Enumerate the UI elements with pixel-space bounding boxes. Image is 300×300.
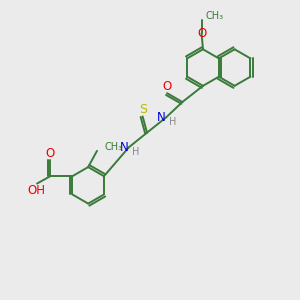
Text: O: O	[163, 80, 172, 93]
Text: OH: OH	[27, 184, 45, 196]
Text: H: H	[169, 117, 176, 127]
Text: H: H	[132, 147, 139, 157]
Text: N: N	[119, 141, 128, 154]
Text: S: S	[139, 103, 147, 116]
Text: N: N	[157, 111, 166, 124]
Text: O: O	[46, 147, 55, 160]
Text: CH₃: CH₃	[206, 11, 224, 21]
Text: O: O	[197, 27, 206, 40]
Text: CH₃: CH₃	[104, 142, 122, 152]
